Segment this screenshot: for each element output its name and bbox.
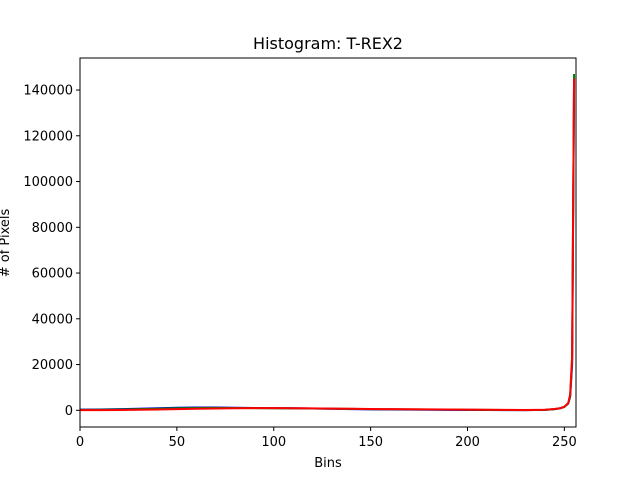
x-tick-label: 250 [552, 435, 577, 450]
y-tick-label: 0 [65, 404, 73, 419]
x-tick-label: 50 [169, 435, 186, 450]
y-tick-label: 20000 [32, 358, 73, 373]
x-axis-ticks: 0 50 100 150 200 250 [76, 427, 577, 450]
axes-frame [79, 57, 577, 428]
y-tick-label: 60000 [32, 267, 73, 282]
chart-title: Histogram: T-REX2 [253, 34, 403, 53]
y-tick-label: 140000 [23, 84, 73, 99]
y-tick-label: 40000 [32, 312, 73, 327]
y-axis-label: # of Pixels [0, 209, 13, 278]
y-tick-label: 100000 [23, 175, 73, 190]
series-line-2 [80, 78, 576, 412]
x-tick-label: 100 [261, 435, 286, 450]
x-tick-label: 0 [76, 435, 84, 450]
series-line-1 [79, 74, 576, 412]
y-tick-label: 80000 [32, 221, 73, 236]
y-axis-ticks: 0 20000 40000 60000 80000 100000 120000 140000 [23, 84, 80, 419]
x-tick-label: 150 [358, 435, 383, 450]
series-layer [79, 74, 576, 412]
series-line-0 [79, 83, 576, 412]
x-axis-label: Bins [314, 456, 342, 471]
y-tick-label: 120000 [23, 129, 73, 144]
x-tick-label: 200 [455, 435, 480, 450]
